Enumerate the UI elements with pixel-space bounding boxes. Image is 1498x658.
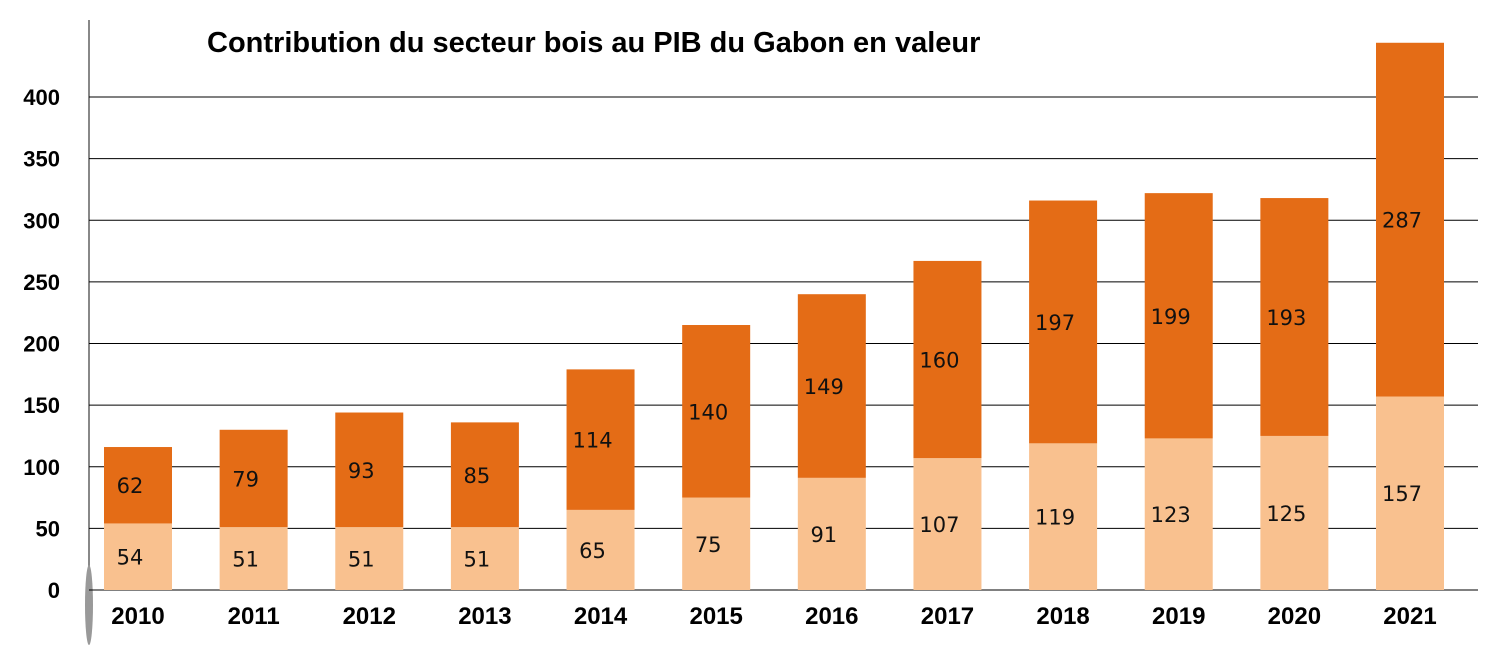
data-label: 91 (810, 523, 837, 547)
bar-segment-upper (1029, 200, 1098, 444)
bar-segment-lower (1029, 443, 1098, 590)
data-label: 51 (348, 548, 375, 572)
bar-segment-lower (1376, 396, 1444, 590)
data-label: 149 (804, 375, 844, 399)
data-label: 54 (117, 546, 144, 570)
x-tick-label: 2011 (228, 603, 280, 630)
bar-segment-upper (797, 294, 866, 478)
x-tick-label: 2012 (343, 603, 396, 630)
data-label: 157 (1382, 482, 1422, 506)
data-label: 119 (1035, 506, 1075, 530)
data-label: 197 (1035, 311, 1075, 335)
data-label: 51 (464, 548, 491, 572)
chart-title: Contribution du secteur bois au PIB du G… (207, 27, 980, 59)
bar-segment-upper (450, 422, 519, 528)
data-label: 75 (695, 533, 722, 557)
data-label: 287 (1382, 209, 1422, 233)
x-tick-label: 2014 (574, 603, 628, 630)
x-tick-label: 2021 (1383, 603, 1436, 630)
bar-segment-upper (682, 325, 751, 498)
axis-ornament (85, 565, 93, 645)
bar-segment-upper (104, 447, 172, 524)
data-label: 79 (232, 467, 259, 491)
y-tick-label: 200 (23, 332, 60, 357)
x-tick-label: 2019 (1152, 603, 1205, 630)
data-label: 199 (1151, 305, 1191, 329)
data-label: 85 (464, 464, 491, 488)
y-tick-label: 150 (23, 393, 60, 418)
y-tick-label: 0 (48, 578, 60, 603)
y-tick-label: 100 (23, 455, 60, 480)
bar-segment-upper (1376, 42, 1444, 397)
bar-segment-upper (219, 429, 288, 528)
x-tick-label: 2013 (458, 603, 511, 630)
data-label: 193 (1266, 306, 1306, 330)
bar-segment-lower (797, 477, 866, 590)
data-label: 93 (348, 459, 375, 483)
bar-segment-lower (1144, 438, 1213, 590)
data-label: 160 (919, 349, 959, 373)
bar-segment-lower (566, 509, 635, 590)
bar-segment-upper (335, 412, 404, 528)
data-label: 62 (117, 474, 144, 498)
y-tick-label: 350 (23, 147, 60, 172)
y-tick-label: 400 (23, 85, 60, 110)
x-tick-label: 2016 (805, 603, 858, 630)
data-label: 125 (1266, 502, 1306, 526)
x-tick-label: 2017 (921, 603, 974, 630)
bar-segment-lower (335, 527, 404, 590)
y-tick-label: 50 (36, 516, 60, 541)
bar-segment-lower (450, 527, 519, 590)
bar-segment-upper (566, 369, 635, 510)
data-label: 114 (572, 429, 612, 453)
y-tick-label: 250 (23, 270, 60, 295)
bar-segment-lower (104, 523, 172, 590)
data-label: 65 (579, 539, 606, 563)
bar-segment-upper (1260, 198, 1329, 436)
x-tick-label: 2010 (111, 603, 164, 630)
x-tick-label: 2015 (689, 603, 742, 630)
bar-segment-upper (913, 260, 982, 459)
bar-segment-lower (913, 458, 982, 590)
data-label: 123 (1151, 503, 1191, 527)
data-label: 140 (688, 400, 728, 424)
x-tick-label: 2020 (1268, 603, 1321, 630)
data-label: 107 (919, 513, 959, 537)
bar-segment-lower (219, 527, 288, 590)
y-tick-label: 300 (23, 208, 60, 233)
x-tick-label: 2018 (1036, 603, 1089, 630)
data-label: 51 (232, 548, 259, 572)
bar-segment-lower (1260, 435, 1329, 590)
bar-segment-lower (682, 497, 751, 590)
bar-segment-upper (1144, 193, 1213, 439)
